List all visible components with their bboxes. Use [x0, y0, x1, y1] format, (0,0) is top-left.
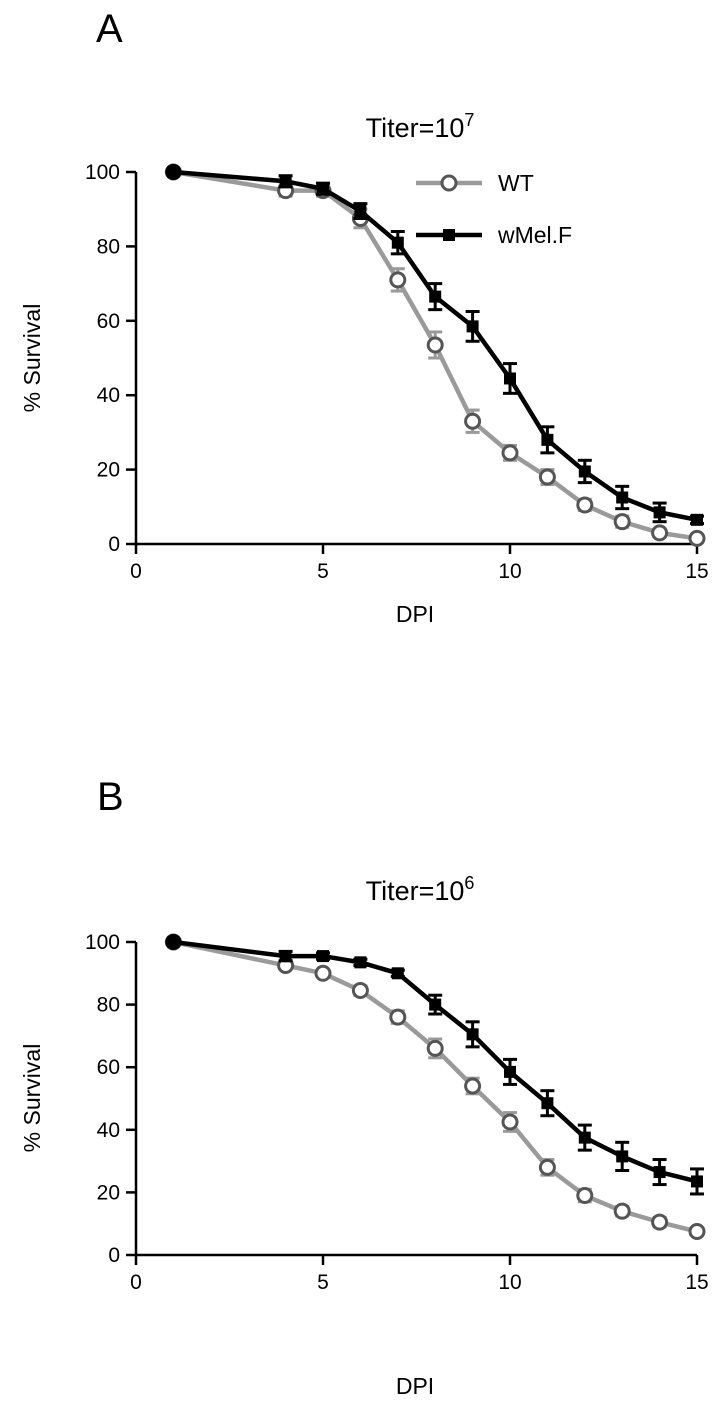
- series-wmel-f: [167, 166, 704, 526]
- y-tick-label: 20: [97, 1181, 120, 1204]
- data-point: [538, 468, 556, 486]
- y-tick-label: 40: [97, 384, 120, 407]
- chart-title-exponent: 6: [464, 873, 474, 893]
- data-point: [426, 1039, 444, 1057]
- data-point: [389, 271, 407, 289]
- data-point: [389, 1008, 407, 1026]
- data-point-overlap: [165, 934, 182, 950]
- x-axis-label: DPI: [396, 601, 434, 627]
- y-tick-label: 60: [97, 1056, 120, 1079]
- data-point: [391, 236, 404, 249]
- x-tick-label: 5: [317, 1271, 329, 1294]
- data-point: [651, 524, 669, 542]
- data-point: [351, 982, 369, 1000]
- data-point: [616, 491, 629, 504]
- data-point: [541, 433, 554, 446]
- legend-marker: [443, 229, 455, 241]
- chart-title-exponent: 7: [464, 110, 474, 130]
- series-line: [173, 939, 698, 1184]
- data-point: [688, 1223, 706, 1241]
- data-point: [314, 964, 332, 982]
- data-point: [576, 1187, 594, 1205]
- y-tick-label: 60: [97, 310, 120, 333]
- data-point: [613, 1202, 631, 1220]
- data-point: [616, 1150, 629, 1163]
- data-point: [501, 1113, 519, 1131]
- series-wmel-f: [167, 936, 704, 1196]
- data-point: [354, 205, 367, 218]
- data-point: [464, 1077, 482, 1095]
- series-line: [172, 939, 698, 1234]
- chart-title-text: Titer=10: [366, 876, 465, 906]
- data-point: [653, 1166, 666, 1179]
- data-point: [541, 1097, 554, 1110]
- y-tick-label: 0: [108, 1244, 120, 1267]
- data-point: [538, 1158, 556, 1176]
- x-axis-label: DPI: [396, 1373, 434, 1399]
- data-point: [688, 529, 706, 547]
- y-axis-label: % Survival: [19, 304, 45, 413]
- data-point: [504, 1065, 516, 1078]
- y-tick-label: 80: [97, 994, 120, 1017]
- chart-title: Titer=107: [366, 110, 475, 143]
- data-point: [466, 320, 479, 333]
- y-tick-label: 100: [85, 931, 120, 954]
- data-point: [578, 465, 591, 478]
- data-point: [653, 506, 666, 519]
- x-tick-label: 15: [685, 560, 708, 583]
- y-tick-label: 0: [108, 533, 120, 556]
- y-axis-label: % Survival: [19, 1044, 45, 1153]
- legend: WT wMel.F: [416, 170, 572, 248]
- x-tick-label: 10: [498, 1271, 521, 1294]
- series-wt: [164, 933, 706, 1241]
- data-point: [466, 1028, 479, 1041]
- x-tick-label: 15: [685, 1271, 708, 1294]
- x-tick-label: 0: [130, 560, 142, 583]
- panel-a: A Titer=107 0 5 10 15 0 20 40 60 80 100 DPI % Surviva…: [19, 7, 709, 627]
- x-tick-label: 0: [130, 1271, 142, 1294]
- data-point: [279, 950, 292, 963]
- data-point: [651, 1213, 669, 1231]
- chart-title-text: Titer=10: [366, 113, 465, 143]
- data-point: [576, 496, 594, 514]
- data-point-overlap: [165, 164, 182, 180]
- data-point: [354, 956, 367, 969]
- data-point: [504, 372, 516, 385]
- data-point: [691, 513, 703, 526]
- y-tick-label: 100: [85, 161, 120, 184]
- data-point: [391, 967, 404, 980]
- y-tick-label: 40: [97, 1119, 120, 1142]
- chart-title: Titer=106: [366, 873, 475, 906]
- y-tick-label: 20: [97, 459, 120, 482]
- legend-marker: [440, 174, 458, 192]
- panel-label: B: [97, 775, 124, 819]
- data-point: [426, 336, 444, 354]
- data-point: [691, 1175, 703, 1188]
- legend-label: WT: [498, 170, 534, 196]
- panel-label: A: [96, 7, 123, 51]
- data-point: [613, 513, 631, 531]
- data-point: [279, 175, 292, 188]
- data-point: [501, 444, 519, 462]
- data-point: [429, 290, 442, 303]
- data-point: [429, 998, 442, 1011]
- data-point: [578, 1131, 591, 1144]
- data-point: [464, 412, 482, 430]
- data-point: [317, 182, 329, 195]
- data-point: [317, 950, 329, 963]
- legend-label: wMel.F: [497, 222, 572, 248]
- x-tick-label: 5: [317, 560, 329, 583]
- x-tick-label: 10: [498, 560, 521, 583]
- y-tick-label: 80: [97, 235, 120, 258]
